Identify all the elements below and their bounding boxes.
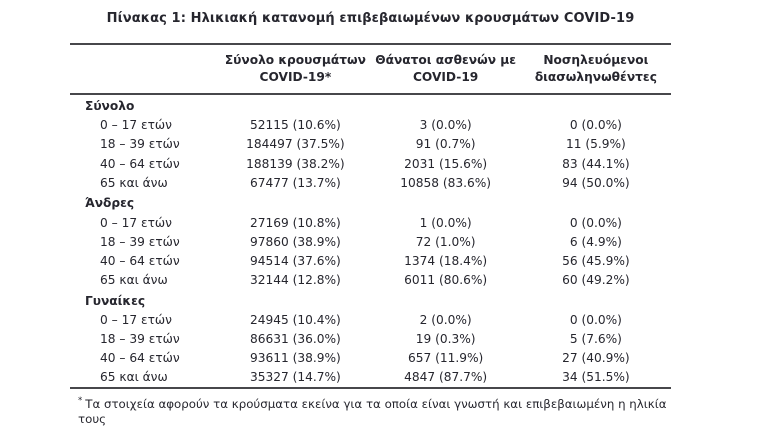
table-row: 18 – 39 ετών 97860 (38.9%) 72 (1.0%) 6 (4.9… [70,232,671,251]
cases-cell: 32144 (12.8%) [249,273,341,288]
col-header-cases-line1: Σύνολο κρουσμάτων [224,53,366,67]
footnote: * Τα στοιχεία αφορούν τα κρούσματα εκείνα… [70,387,671,427]
age-cell: 0 – 17 ετών [100,215,172,230]
col-header-intubated: Νοσηλευόμενοι διασωληνωθέντες [520,44,671,95]
age-cell: 65 και άνω [100,175,168,190]
cases-cell: 188139 (38.2%) [246,156,345,171]
col-header-deaths: Θάνατοι ασθενών με COVID-19 [370,44,521,95]
cases-cell: 184497 (37.5%) [246,137,345,152]
deaths-cell: 3 (0.0%) [419,118,472,133]
cases-cell: 52115 (10.6%) [249,118,341,133]
intubated-cell: 0 (0.0%) [569,215,622,230]
age-cell: 18 – 39 ετών [100,332,180,347]
table-row: 65 και άνω 32144 (12.8%) 6011 (80.6%) 60 (4… [70,271,671,290]
table-row: 40 – 64 ετών 188139 (38.2%) 2031 (15.6%) 83… [70,154,671,173]
col-header-deaths-line2: COVID-19 [412,69,479,84]
table-body: Σύνολο 0 – 17 ετών 52115 (10.6%) 3 (0.0%) 0 … [70,94,671,387]
cases-cell: 94514 (37.6%) [249,253,341,268]
footnote-text: Τα στοιχεία αφορούν τα κρούσματα εκείνα … [78,396,667,426]
intubated-cell: 5 (7.6%) [569,332,622,347]
label-column-header [70,44,221,95]
age-cell: 0 – 17 ετών [100,312,172,327]
deaths-cell: 19 (0.3%) [415,332,476,347]
covid-age-table: Σύνολο κρουσμάτων COVID-19* Θάνατοι ασθε… [70,43,671,387]
intubated-cell: 83 (44.1%) [562,156,630,171]
section-label: Σύνολο [85,99,135,113]
table-row: 18 – 39 ετών 86631 (36.0%) 19 (0.3%) 5 (7.6… [70,329,671,348]
deaths-cell: 1374 (18.4%) [404,253,488,268]
cases-cell: 86631 (36.0%) [249,332,341,347]
col-header-intubated-line1: Νοσηλευόμενοι [543,53,649,67]
intubated-cell: 27 (40.9%) [562,351,630,366]
intubated-cell: 56 (45.9%) [562,253,630,268]
age-cell: 65 και άνω [100,273,168,288]
footnote-marker: * [78,396,83,407]
deaths-cell: 1 (0.0%) [419,215,472,230]
table-row: 0 – 17 ετών 27169 (10.8%) 1 (0.0%) 0 (0.0%) [70,213,671,232]
section-label: Άνδρες [85,196,135,211]
intubated-cell: 11 (5.9%) [565,137,626,152]
section-row: Σύνολο [70,94,671,116]
col-header-intubated-line2: διασωληνωθέντες [534,69,657,84]
table-row: 65 και άνω 67477 (13.7%) 10858 (83.6%) 94 (… [70,173,671,192]
cases-cell: 27169 (10.8%) [249,215,341,230]
deaths-cell: 2 (0.0%) [419,312,472,327]
cases-cell: 35327 (14.7%) [249,370,341,385]
table-row: 0 – 17 ετών 24945 (10.4%) 2 (0.0%) 0 (0.0%) [70,310,671,329]
table-row: 40 – 64 ετών 94514 (37.6%) 1374 (18.4%) 56 … [70,251,671,270]
col-header-deaths-line1: Θάνατοι ασθενών με [375,53,516,67]
age-cell: 40 – 64 ετών [100,253,180,268]
cases-cell: 93611 (38.9%) [249,351,341,366]
table-row: 40 – 64 ετών 93611 (38.9%) 657 (11.9%) 27 (… [70,349,671,368]
section-row: Γυναίκες [70,290,671,311]
table-title: Πίνακας 1: Ηλικιακή κατανομή επιβεβαιωμέ… [106,11,635,26]
deaths-cell: 72 (1.0%) [415,234,476,249]
table-row: 18 – 39 ετών 184497 (37.5%) 91 (0.7%) 11 (5… [70,135,671,154]
intubated-cell: 34 (51.5%) [562,370,630,385]
deaths-cell: 10858 (83.6%) [400,175,492,190]
cases-cell: 24945 (10.4%) [249,312,341,327]
deaths-cell: 4847 (87.7%) [404,370,488,385]
deaths-cell: 91 (0.7%) [415,137,476,152]
age-cell: 18 – 39 ετών [100,234,180,249]
cases-cell: 97860 (38.9%) [249,234,341,249]
col-header-cases-line2: COVID-19* [259,69,332,84]
table-row: 65 και άνω 35327 (14.7%) 4847 (87.7%) 34 (5… [70,368,671,387]
intubated-cell: 0 (0.0%) [569,312,622,327]
header-row: Σύνολο κρουσμάτων COVID-19* Θάνατοι ασθε… [70,44,671,95]
table-row: 0 – 17 ετών 52115 (10.6%) 3 (0.0%) 0 (0.0%) [70,116,671,135]
intubated-cell: 6 (4.9%) [569,234,622,249]
age-cell: 0 – 17 ετών [100,118,172,133]
intubated-cell: 60 (49.2%) [562,273,630,288]
age-cell: 40 – 64 ετών [100,351,180,366]
age-cell: 18 – 39 ετών [100,137,180,152]
age-cell: 65 και άνω [100,370,168,385]
deaths-cell: 6011 (80.6%) [404,273,488,288]
intubated-cell: 94 (50.0%) [562,175,630,190]
deaths-cell: 2031 (15.6%) [404,156,488,171]
col-header-cases: Σύνολο κρουσμάτων COVID-19* [220,44,371,95]
cases-cell: 67477 (13.7%) [249,175,341,190]
intubated-cell: 0 (0.0%) [569,118,622,133]
covid-age-table-wrapper: Σύνολο κρουσμάτων COVID-19* Θάνατοι ασθε… [70,43,671,427]
section-row: Άνδρες [70,192,671,213]
deaths-cell: 657 (11.9%) [407,351,484,366]
section-label: Γυναίκες [85,293,146,308]
age-cell: 40 – 64 ετών [100,156,180,171]
